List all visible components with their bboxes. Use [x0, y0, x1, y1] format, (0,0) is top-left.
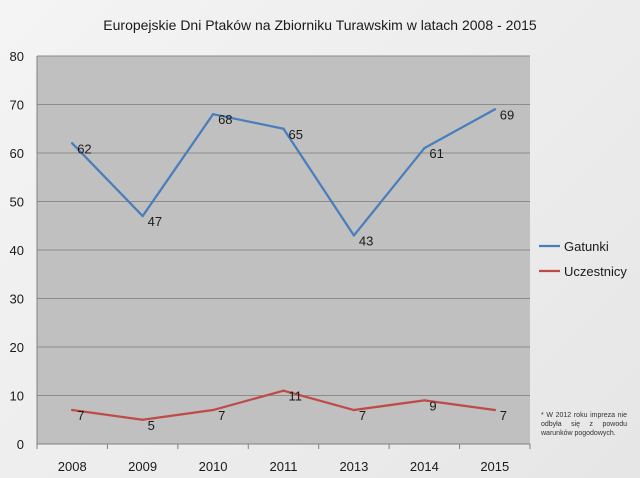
axes: [36, 56, 531, 449]
footnote: * W 2012 roku impreza nie odbyła się z p…: [541, 412, 627, 437]
gatunki-data-label: 61: [429, 146, 443, 161]
x-tick-label-2015: 2015: [480, 459, 509, 474]
uczestnicy-point-2011: [282, 389, 285, 392]
gatunki-data-label: 62: [77, 141, 91, 156]
gatunki-data-label: 65: [289, 127, 303, 142]
x-axis-tick-labels: 2008 2009 2010 2011 2013 2014 2015: [58, 459, 509, 474]
gatunki-point-2015: [493, 108, 496, 111]
y-tick-label: 60: [10, 146, 24, 161]
gatunki-point-2014: [423, 146, 426, 150]
legend-label-gatunki: Gatunki: [564, 239, 609, 254]
x-tick-label-2013: 2013: [339, 459, 368, 474]
uczestnicy-data-label: 7: [218, 408, 225, 423]
y-tick-label: 10: [10, 389, 24, 404]
y-tick-label: 0: [17, 437, 24, 452]
gatunki-data-label: 69: [500, 107, 514, 122]
uczestnicy-data-label: 7: [359, 408, 366, 423]
y-tick-label: 70: [10, 98, 24, 113]
x-tick-label-2014: 2014: [410, 459, 439, 474]
x-tick-label-2008: 2008: [58, 459, 87, 474]
uczestnicy-point-2013: [352, 408, 356, 412]
y-tick-label: 80: [10, 49, 24, 64]
gatunki-point-2011: [282, 127, 285, 130]
x-tick-label-2009: 2009: [128, 459, 157, 474]
y-axis-tick-labels: 0 10 20 30 40 50 60 70 80: [10, 49, 24, 452]
uczestnicy-point-2008: [71, 408, 74, 412]
uczestnicy-data-label: 9: [429, 398, 436, 413]
gatunki-point-2008: [71, 142, 74, 145]
x-tick-label-2011: 2011: [270, 459, 298, 474]
gatunki-data-label: 68: [218, 112, 232, 127]
gatunki-point-2009: [141, 214, 144, 218]
gatunki-data-label: 47: [148, 214, 162, 229]
uczestnicy-data-label: 5: [148, 418, 155, 433]
legend-label-uczestnicy: Uczestnicy: [564, 264, 627, 279]
y-tick-label: 30: [10, 292, 24, 307]
y-tick-label: 40: [10, 243, 24, 258]
gatunki-point-2010: [211, 113, 215, 116]
uczestnicy-point-2009: [141, 418, 144, 421]
gatunki-data-label: 43: [359, 233, 373, 248]
series-uczestnicy: 7 5 7 11 7 9 7: [71, 389, 507, 433]
series-gatunki: 62 47 68 65 43 61 69: [71, 107, 514, 248]
uczestnicy-point-2015: [493, 408, 496, 412]
gatunki-point-2013: [352, 234, 356, 237]
uczestnicy-data-label: 11: [289, 389, 303, 404]
series-layer: 62 47 68 65 43 61 69 7 5 7 11 7 9 7: [71, 107, 514, 433]
legend: Gatunki Uczestnicy: [539, 239, 627, 279]
y-tick-label: 50: [10, 195, 24, 210]
uczestnicy-data-label: 7: [500, 408, 507, 423]
uczestnicy-point-2014: [423, 399, 426, 402]
x-tick-label-2010: 2010: [199, 459, 228, 474]
chart-title: Europejskie Dni Ptaków na Zbiorniku Tura…: [103, 17, 537, 33]
uczestnicy-data-label: 7: [77, 408, 84, 423]
gridlines: [37, 55, 530, 396]
uczestnicy-point-2010: [211, 408, 215, 412]
y-tick-label: 20: [10, 340, 24, 355]
